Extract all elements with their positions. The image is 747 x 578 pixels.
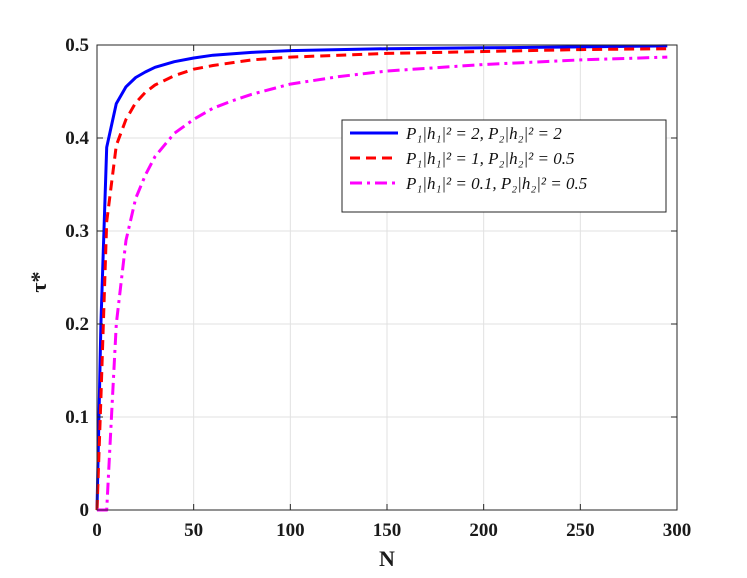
series-layer <box>95 44 668 512</box>
x-tick-label: 250 <box>566 520 595 541</box>
legend-label-2: P₁|h₁|² = 1, P₂|h₂|² = 0.5 <box>405 149 575 168</box>
series-line-2 <box>95 47 668 511</box>
legend: P₁|h₁|² = 2, P₂|h₂|² = 2 P₁|h₁|² = 1, P₂|… <box>341 119 667 213</box>
ticks: 0 50 100 150 200 250 300 0 0.1 0.2 0.3 0.4 0.5 <box>65 35 691 541</box>
x-tick-label: 200 <box>469 520 498 541</box>
x-tick-label: 50 <box>184 520 203 541</box>
y-tick-label: 0.1 <box>65 407 89 428</box>
x-axis-label: N <box>379 546 395 571</box>
y-tick-label: 0.3 <box>65 221 89 242</box>
y-tick-label: 0 <box>80 500 90 521</box>
y-axis-label: τ* <box>26 271 51 292</box>
y-tick-label: 0.2 <box>65 314 89 335</box>
x-tick-label: 0 <box>92 520 102 541</box>
x-tick-label: 100 <box>276 520 305 541</box>
legend-label-1: P₁|h₁|² = 2, P₂|h₂|² = 2 <box>405 124 562 143</box>
y-tick-label: 0.4 <box>65 128 89 149</box>
x-tick-label: 300 <box>663 520 692 541</box>
series-line-1 <box>95 44 668 511</box>
legend-box <box>341 119 667 213</box>
y-tick-label: 0.5 <box>65 35 89 56</box>
x-tick-label: 150 <box>373 520 402 541</box>
legend-label-3: P₁|h₁|² = 0.1, P₂|h₂|² = 0.5 <box>405 174 587 193</box>
